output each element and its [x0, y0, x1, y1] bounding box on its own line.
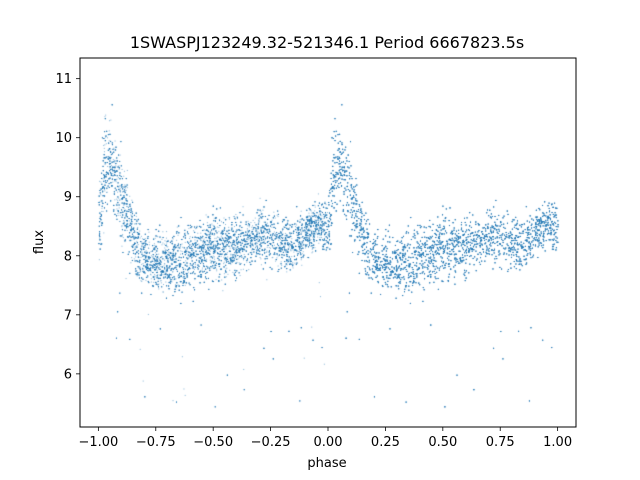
chart-title: 1SWASPJ123249.32-521346.1 Period 6667823… [130, 33, 524, 52]
y-axis: 6 7 8 9 10 11 [55, 72, 80, 382]
x-tick-label: 0.50 [428, 435, 457, 450]
plot-area [79, 57, 577, 428]
x-tick-label: −1.00 [78, 435, 118, 450]
x-tick-label: −0.75 [136, 435, 176, 450]
y-axis-label: flux [32, 230, 47, 254]
y-tick-label: 8 [64, 249, 72, 264]
x-tick-label: −0.25 [251, 435, 291, 450]
x-tick-label: 0.25 [371, 435, 400, 450]
x-tick-label: 1.00 [543, 435, 572, 450]
y-tick-label: 9 [64, 190, 72, 205]
x-tick-label: 0.00 [314, 435, 343, 450]
scatter-points [80, 58, 576, 427]
data-points [80, 58, 576, 427]
y-tick-label: 7 [64, 308, 72, 323]
x-axis-label: phase [307, 456, 346, 471]
x-tick-label: −0.50 [193, 435, 233, 450]
y-tick-label: 10 [55, 131, 72, 146]
x-axis: −1.00 −0.75 −0.50 −0.25 0.00 0.25 0.50 0.75 1.00 [78, 427, 572, 450]
y-tick-label: 11 [55, 72, 72, 87]
y-tick-label: 6 [64, 367, 72, 382]
x-tick-label: 0.75 [486, 435, 515, 450]
